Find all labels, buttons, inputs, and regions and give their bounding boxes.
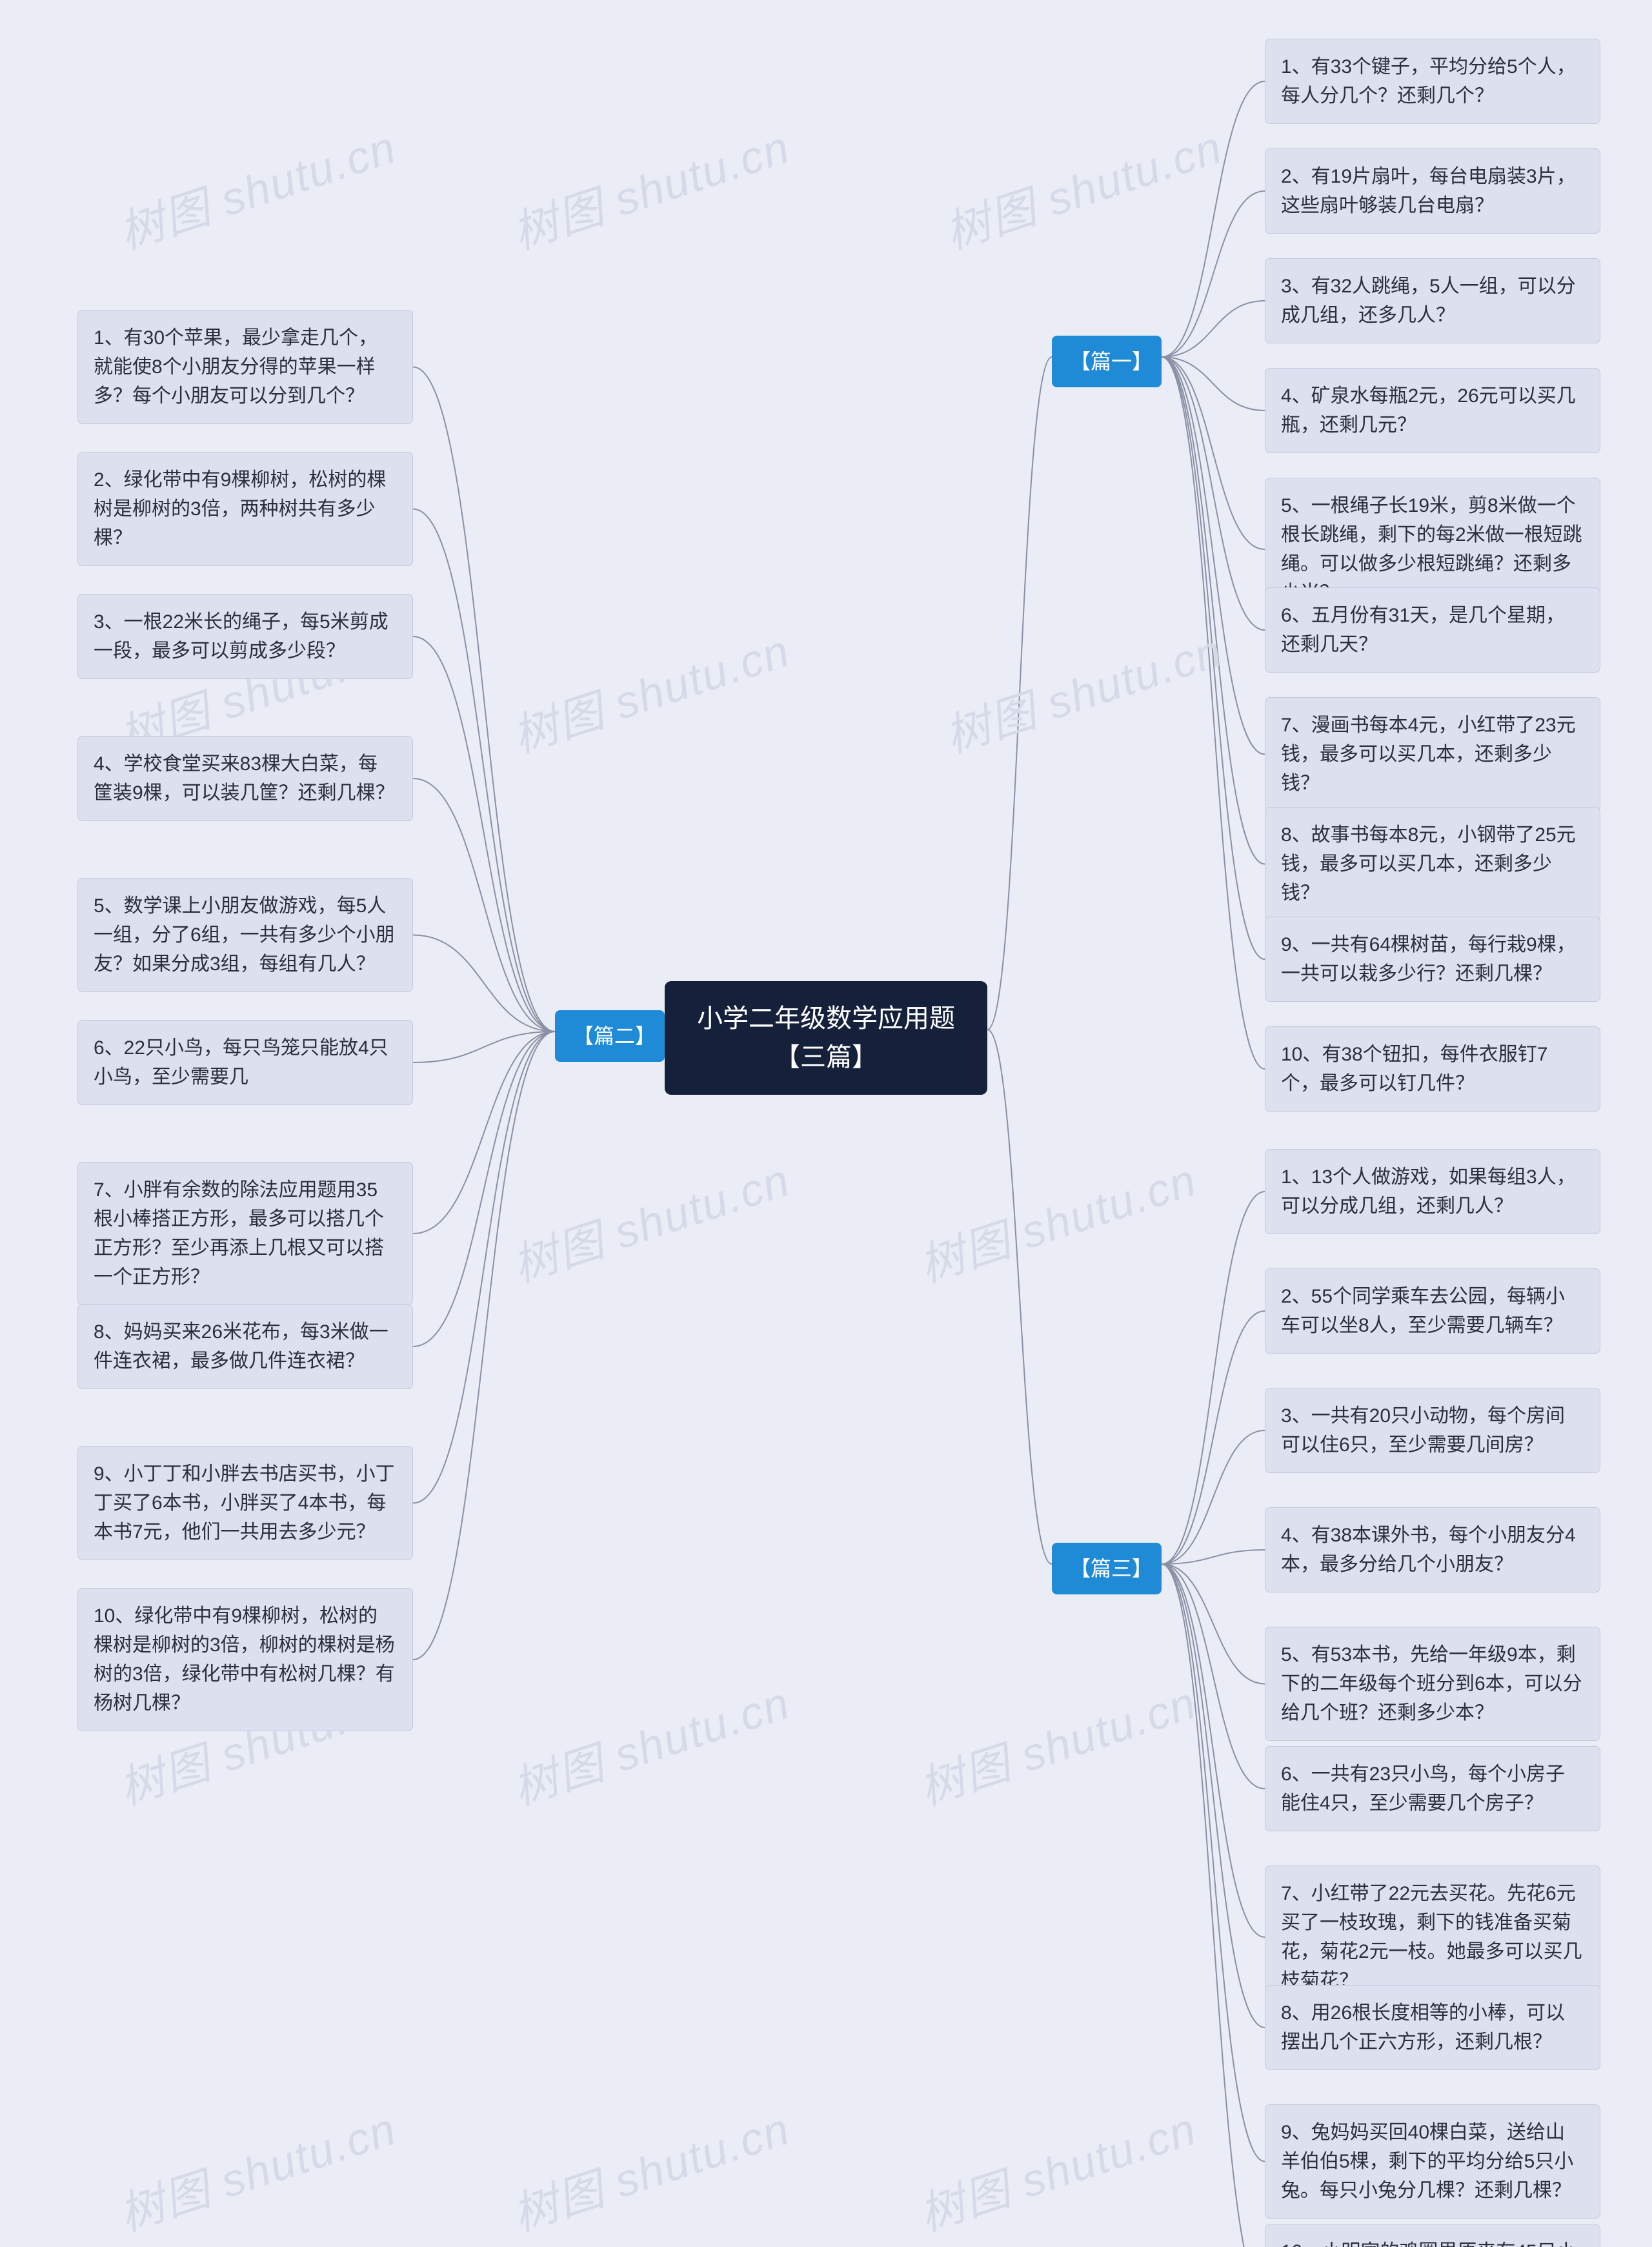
section-label: 【篇三】: [1070, 1557, 1153, 1580]
leaf-item: 3、一共有20只小动物，每个房间可以住6只，至少需要几间房？: [1265, 1388, 1600, 1473]
leaf-item: 1、13个人做游戏，如果每组3人，可以分成几组，还剩几人？: [1265, 1149, 1600, 1234]
leaf-text: 10、小明家的鸡圈里原来有45只小鸡，妈妈上个星期卖掉了12只，这个星期又卖掉了…: [1281, 2241, 1576, 2247]
leaf-item: 2、有19片扇叶，每台电扇装3片，这些扇叶够装几台电扇？: [1265, 148, 1600, 234]
watermark-text: 树图 shutu.cn: [936, 615, 1229, 766]
watermark-text: 树图 shutu.cn: [110, 2093, 403, 2244]
leaf-text: 7、漫画书每本4元，小红带了23元钱，最多可以买几本，还剩多少钱？: [1281, 715, 1576, 794]
leaf-item: 4、矿泉水每瓶2元，26元可以买几瓶，还剩几元？: [1265, 368, 1600, 453]
leaf-item: 6、22只小鸟，每只鸟笼只能放4只小鸟，至少需要几: [77, 1020, 413, 1105]
leaf-text: 4、矿泉水每瓶2元，26元可以买几瓶，还剩几元？: [1281, 385, 1576, 436]
leaf-item: 10、绿化带中有9棵柳树，松树的棵树是柳树的3倍，柳树的棵树是杨树的3倍，绿化带…: [77, 1588, 413, 1731]
leaf-text: 8、妈妈买来26米花布，每3米做一件连衣裙，最多做几件连衣裙？: [94, 1321, 388, 1372]
watermark-text: 树图 shutu.cn: [910, 1667, 1204, 1818]
watermark-text: 树图 shutu.cn: [503, 1144, 797, 1295]
section-s1: 【篇一】: [1052, 336, 1162, 387]
leaf-text: 8、故事书每本8元，小钢带了25元钱，最多可以买几本，还剩多少钱？: [1281, 824, 1576, 904]
section-s3: 【篇三】: [1052, 1543, 1162, 1594]
leaf-item: 3、有32人跳绳，5人一组，可以分成几组，还多几人？: [1265, 258, 1600, 343]
leaf-text: 1、有30个苹果，最少拿走几个，就能使8个小朋友分得的苹果一样多？每个小朋友可以…: [94, 327, 378, 407]
leaf-item: 9、一共有64棵树苗，每行栽9棵，一共可以栽多少行？还剩几棵？: [1265, 917, 1600, 1002]
section-label: 【篇二】: [573, 1024, 656, 1048]
watermark-text: 树图 shutu.cn: [936, 111, 1229, 262]
leaf-item: 2、55个同学乘车去公园，每辆小车可以坐8人，至少需要几辆车？: [1265, 1268, 1600, 1354]
watermark-text: 树图 shutu.cn: [910, 1144, 1204, 1295]
leaf-item: 9、小丁丁和小胖去书店买书，小丁丁买了6本书，小胖买了4本书，每本书7元，他们一…: [77, 1446, 413, 1560]
leaf-text: 7、小红带了22元去买花。先花6元买了一枝玫瑰，剩下的钱准备买菊花，菊花2元一枝…: [1281, 1883, 1582, 1991]
watermark-text: 树图 shutu.cn: [503, 111, 797, 262]
watermark-text: 树图 shutu.cn: [110, 111, 403, 262]
leaf-item: 6、一共有23只小鸟，每个小房子能住4只，至少需要几个房子？: [1265, 1746, 1600, 1831]
leaf-item: 7、小胖有余数的除法应用题用35根小棒搭正方形，最多可以搭几个正方形？至少再添上…: [77, 1162, 413, 1305]
leaf-item: 1、有33个键子，平均分给5个人，每人分几个？还剩几个？: [1265, 39, 1600, 124]
section-label: 【篇一】: [1070, 350, 1153, 373]
leaf-text: 5、有53本书，先给一年级9本，剩下的二年级每个班分到6本，可以分给几个班？还剩…: [1281, 1644, 1582, 1723]
leaf-item: 8、故事书每本8元，小钢带了25元钱，最多可以买几本，还剩多少钱？: [1265, 807, 1600, 921]
leaf-text: 2、绿化带中有9棵柳树，松树的棵树是柳树的3倍，两种树共有多少棵？: [94, 469, 386, 549]
leaf-item: 2、绿化带中有9棵柳树，松树的棵树是柳树的3倍，两种树共有多少棵？: [77, 452, 413, 566]
mindmap-root: 小学二年级数学应用题【三篇】: [665, 981, 987, 1095]
watermark-text: 树图 shutu.cn: [503, 615, 797, 766]
leaf-text: 1、有33个键子，平均分给5个人，每人分几个？还剩几个？: [1281, 56, 1576, 107]
leaf-item: 4、学校食堂买来83棵大白菜，每筐装9棵，可以装几筐？还剩几棵？: [77, 736, 413, 821]
watermark-text: 树图 shutu.cn: [910, 2093, 1204, 2244]
leaf-text: 7、小胖有余数的除法应用题用35根小棒搭正方形，最多可以搭几个正方形？至少再添上…: [94, 1179, 384, 1288]
leaf-item: 7、漫画书每本4元，小红带了23元钱，最多可以买几本，还剩多少钱？: [1265, 697, 1600, 811]
leaf-text: 10、绿化带中有9棵柳树，松树的棵树是柳树的3倍，柳树的棵树是杨树的3倍，绿化带…: [94, 1605, 395, 1714]
leaf-item: 9、兔妈妈买回40棵白菜，送给山羊伯伯5棵，剩下的平均分给5只小兔。每只小兔分几…: [1265, 2104, 1600, 2219]
leaf-text: 3、有32人跳绳，5人一组，可以分成几组，还多几人？: [1281, 276, 1576, 326]
watermark-text: 树图 shutu.cn: [503, 1667, 797, 1818]
leaf-text: 2、有19片扇叶，每台电扇装3片，这些扇叶够装几台电扇？: [1281, 166, 1576, 216]
leaf-text: 6、一共有23只小鸟，每个小房子能住4只，至少需要几个房子？: [1281, 1764, 1565, 1814]
leaf-item: 8、用26根长度相等的小棒，可以摆出几个正六方形，还剩几根？: [1265, 1985, 1600, 2070]
leaf-text: 2、55个同学乘车去公园，每辆小车可以坐8人，至少需要几辆车？: [1281, 1286, 1565, 1336]
leaf-text: 8、用26根长度相等的小棒，可以摆出几个正六方形，还剩几根？: [1281, 2002, 1565, 2053]
leaf-item: 5、有53本书，先给一年级9本，剩下的二年级每个班分到6本，可以分给几个班？还剩…: [1265, 1627, 1600, 1741]
leaf-text: 6、22只小鸟，每只鸟笼只能放4只小鸟，至少需要几: [94, 1037, 388, 1088]
leaf-item: 5、数学课上小朋友做游戏，每5人一组，分了6组，一共有多少个小朋友？如果分成3组…: [77, 878, 413, 992]
leaf-item: 4、有38本课外书，每个小朋友分4本，最多分给几个小朋友？: [1265, 1507, 1600, 1592]
leaf-item: 8、妈妈买来26米花布，每3米做一件连衣裙，最多做几件连衣裙？: [77, 1304, 413, 1389]
leaf-text: 4、学校食堂买来83棵大白菜，每筐装9棵，可以装几筐？还剩几棵？: [94, 753, 395, 804]
leaf-text: 5、数学课上小朋友做游戏，每5人一组，分了6组，一共有多少个小朋友？如果分成3组…: [94, 895, 395, 975]
leaf-item: 1、有30个苹果，最少拿走几个，就能使8个小朋友分得的苹果一样多？每个小朋友可以…: [77, 310, 413, 424]
leaf-item: 3、一根22米长的绳子，每5米剪成一段，最多可以剪成多少段？: [77, 594, 413, 679]
leaf-text: 9、一共有64棵树苗，每行栽9棵，一共可以栽多少行？还剩几棵？: [1281, 934, 1576, 984]
leaf-item: 10、小明家的鸡圈里原来有45只小鸡，妈妈上个星期卖掉了12只，这个星期又卖掉了…: [1265, 2224, 1600, 2247]
leaf-text: 3、一共有20只小动物，每个房间可以住6只，至少需要几间房？: [1281, 1405, 1565, 1456]
leaf-text: 9、兔妈妈买回40棵白菜，送给山羊伯伯5棵，剩下的平均分给5只小兔。每只小兔分几…: [1281, 2122, 1573, 2201]
leaf-item: 6、五月份有31天，是几个星期，还剩几天？: [1265, 587, 1600, 673]
section-s2: 【篇二】: [555, 1010, 665, 1062]
leaf-text: 9、小丁丁和小胖去书店买书，小丁丁买了6本书，小胖买了4本书，每本书7元，他们一…: [94, 1463, 395, 1543]
leaf-text: 10、有38个钮扣，每件衣服钉7个，最多可以钉几件？: [1281, 1044, 1547, 1094]
watermark-text: 树图 shutu.cn: [503, 2093, 797, 2244]
leaf-text: 1、13个人做游戏，如果每组3人，可以分成几组，还剩几人？: [1281, 1166, 1576, 1217]
leaf-text: 6、五月份有31天，是几个星期，还剩几天？: [1281, 605, 1565, 655]
leaf-text: 3、一根22米长的绳子，每5米剪成一段，最多可以剪成多少段？: [94, 611, 388, 662]
root-label: 小学二年级数学应用题【三篇】: [697, 1004, 955, 1072]
leaf-item: 10、有38个钮扣，每件衣服钉7个，最多可以钉几件？: [1265, 1026, 1600, 1112]
leaf-text: 4、有38本课外书，每个小朋友分4本，最多分给几个小朋友？: [1281, 1525, 1576, 1575]
